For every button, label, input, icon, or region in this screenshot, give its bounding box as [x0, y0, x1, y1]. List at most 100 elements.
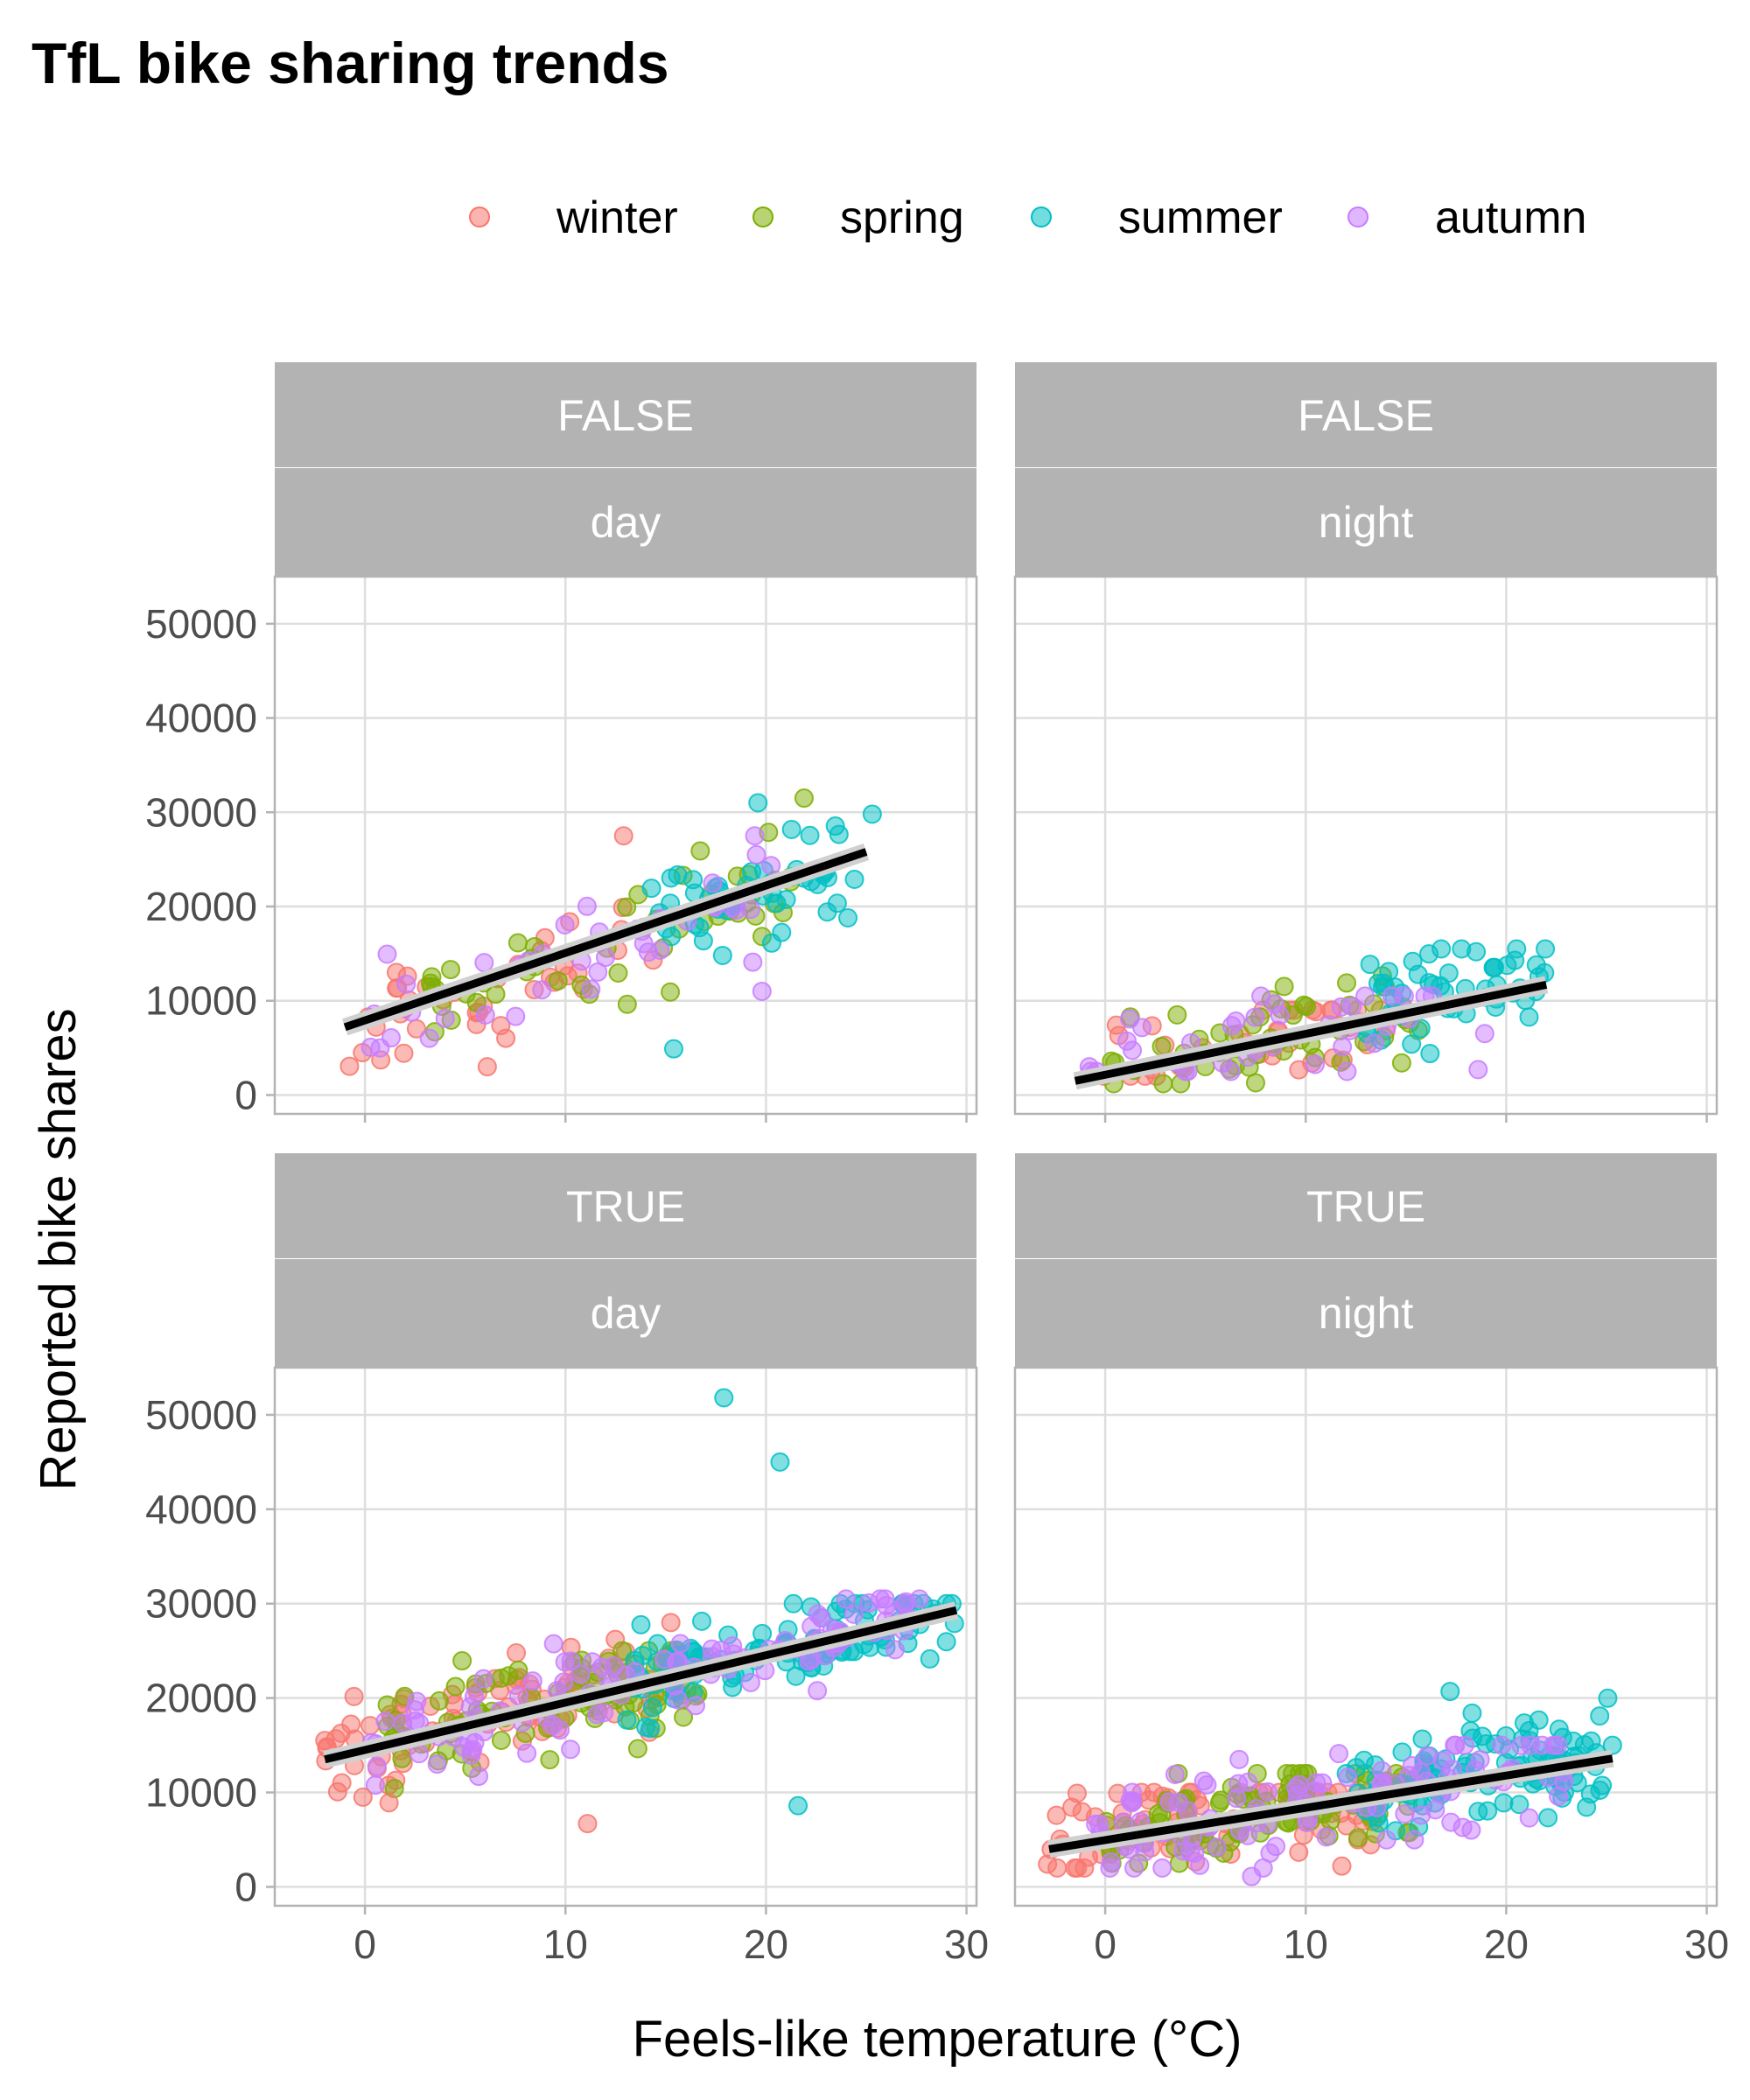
- data-point-autumn: [1395, 1804, 1415, 1824]
- data-point-autumn: [555, 914, 575, 934]
- data-point-autumn: [1338, 1768, 1358, 1788]
- data-point-spring: [392, 1748, 412, 1768]
- data-point-summer: [693, 931, 713, 951]
- data-point-summer: [1514, 1713, 1534, 1733]
- legend-key-spring: [752, 206, 774, 228]
- data-point-spring: [661, 982, 681, 1002]
- data-point-autumn: [740, 1672, 760, 1692]
- data-point-summer: [838, 908, 858, 928]
- data-point-autumn: [1364, 1033, 1384, 1054]
- data-point-autumn: [1337, 1061, 1357, 1082]
- data-point-winter: [315, 1731, 335, 1751]
- data-point-summer: [1549, 1719, 1569, 1740]
- strip-bottom-bg: [275, 468, 976, 577]
- panel-border: [1013, 1366, 1718, 1908]
- data-point-autumn: [1152, 1858, 1172, 1878]
- data-point-autumn: [377, 944, 397, 964]
- data-point-autumn: [1312, 1773, 1333, 1793]
- data-point-summer: [1519, 1007, 1539, 1027]
- data-point-spring: [548, 970, 568, 990]
- data-point-autumn: [1228, 1774, 1249, 1794]
- data-point-summer: [748, 793, 768, 813]
- data-point-autumn: [581, 979, 601, 999]
- data-point-summer: [781, 819, 802, 839]
- data-point-autumn: [1122, 1793, 1142, 1813]
- data-point-spring: [491, 1668, 511, 1688]
- data-point-autumn: [743, 952, 763, 972]
- y-tick-label: 30000: [145, 1581, 257, 1627]
- data-point-spring: [627, 1739, 648, 1759]
- data-point-autumn: [555, 1652, 575, 1672]
- data-point-summer: [1536, 939, 1556, 959]
- data-point-autumn: [1132, 1018, 1152, 1038]
- data-point-autumn: [885, 1640, 905, 1660]
- strip-top-bg: [1015, 362, 1717, 467]
- data-point-winter: [578, 1814, 598, 1834]
- data-point-summer: [1590, 1781, 1610, 1801]
- data-point-summer: [683, 870, 704, 890]
- data-point-autumn: [360, 1037, 381, 1057]
- data-point-spring: [1391, 1053, 1411, 1073]
- trend-line: [324, 1606, 958, 1764]
- data-point-winter: [1289, 1842, 1309, 1862]
- data-point-spring: [540, 1750, 560, 1770]
- data-point-spring: [617, 994, 637, 1014]
- strip-bottom-bg: [1015, 468, 1717, 577]
- data-point-summer: [800, 825, 820, 845]
- data-point-spring: [1167, 1004, 1187, 1025]
- data-point-spring: [1320, 1810, 1340, 1830]
- strip-label-bottom: day: [591, 1289, 662, 1338]
- data-point-winter: [496, 1028, 516, 1048]
- strip-label-top: TRUE: [566, 1182, 685, 1231]
- x-tick-label: 10: [1284, 1922, 1328, 1967]
- data-point-autumn: [1411, 1805, 1432, 1825]
- data-point-autumn: [506, 1006, 526, 1026]
- data-point-autumn: [473, 1669, 494, 1689]
- data-point-autumn: [475, 1004, 495, 1025]
- data-point-summer: [712, 945, 732, 965]
- data-point-spring: [452, 1651, 472, 1671]
- data-point-autumn: [1190, 1855, 1210, 1875]
- y-tick-label: 20000: [145, 1676, 257, 1721]
- data-point-spring: [1211, 1790, 1231, 1810]
- data-point-autumn: [435, 1008, 455, 1028]
- data-point-spring: [1274, 976, 1294, 997]
- x-tick-label: 30: [944, 1922, 989, 1967]
- trend-line: [1048, 1754, 1614, 1853]
- data-point-summer: [633, 1646, 653, 1666]
- data-point-spring: [608, 962, 628, 983]
- legend-key-autumn: [1348, 206, 1368, 228]
- data-point-winter: [332, 1773, 352, 1793]
- strip-label-bottom: night: [1319, 498, 1414, 547]
- data-point-spring: [690, 841, 710, 861]
- data-point-summer: [1598, 1688, 1618, 1708]
- strip-top-bg: [1015, 1153, 1717, 1258]
- data-point-summer: [642, 1698, 662, 1718]
- data-point-autumn: [1418, 1746, 1438, 1766]
- data-point-summer: [636, 1717, 656, 1737]
- panel-border: [273, 1366, 978, 1908]
- data-point-autumn: [1168, 1793, 1188, 1813]
- data-point-summer: [1412, 1729, 1432, 1749]
- data-point-winter: [379, 1793, 399, 1813]
- data-point-autumn: [1086, 1814, 1106, 1834]
- data-point-summer: [1392, 1742, 1412, 1762]
- strip-bottom-bg: [275, 1259, 976, 1368]
- data-point-winter: [1332, 1856, 1352, 1876]
- data-point-summer: [1354, 1750, 1374, 1770]
- trend-line: [1074, 981, 1548, 1085]
- data-point-autumn: [703, 873, 723, 893]
- data-point-spring: [1153, 1074, 1173, 1094]
- data-point-autumn: [1100, 1858, 1120, 1878]
- data-point-summer: [617, 1710, 637, 1730]
- data-point-autumn: [1329, 1744, 1349, 1764]
- data-point-autumn: [365, 1775, 385, 1796]
- data-point-autumn: [1251, 986, 1271, 1006]
- strip-label-top: TRUE: [1306, 1182, 1425, 1231]
- data-point-spring: [422, 967, 442, 987]
- data-point-spring: [508, 933, 528, 953]
- data-point-spring: [1297, 997, 1317, 1017]
- data-point-autumn: [1229, 1749, 1250, 1769]
- y-tick-label: 40000: [145, 1487, 257, 1532]
